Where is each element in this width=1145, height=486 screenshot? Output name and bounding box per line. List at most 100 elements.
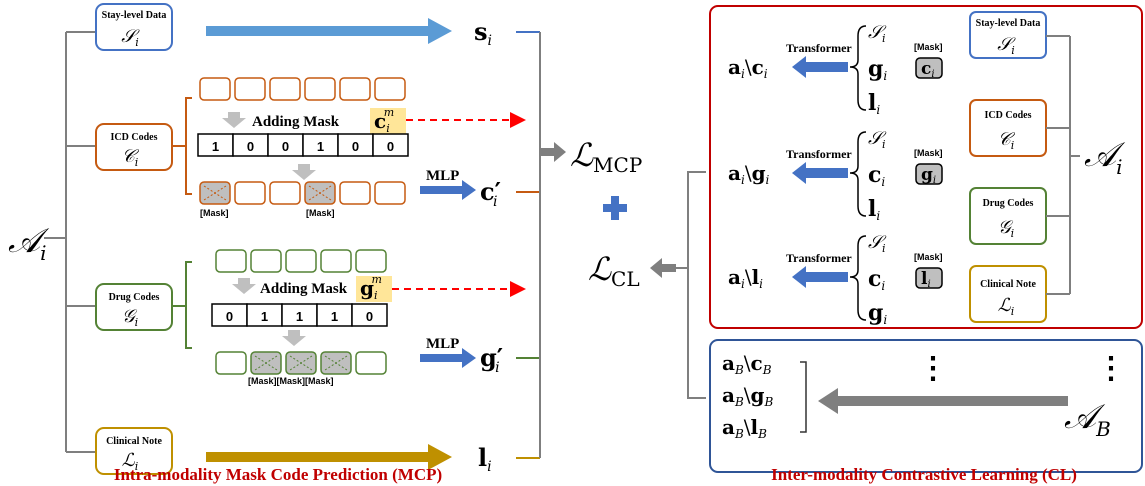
svg-text:ℒi: ℒi [122,450,139,473]
svg-text:Drug Codes: Drug Codes [983,198,1034,209]
icd-mask-vector: 1 0 0 1 0 0 [197,133,409,157]
icd-code-box [269,77,301,101]
batch-row-g: aB\gB [722,383,774,409]
transformer-label: Transformer [786,251,852,265]
icd-code-row [199,77,406,101]
drug-mask-value: 0 [226,309,233,324]
output-l-i: li [478,443,492,475]
icd-code-box [374,77,406,101]
right-drug-codes-box: Drug Codes 𝒢i [969,187,1047,245]
note-arrow [206,444,452,470]
drug-mlp-arrow [420,348,476,368]
icd-code-box [199,77,231,101]
drug-mask-value: 1 [261,309,268,324]
drug-code-box [285,249,317,273]
drug-mask-vector: 0 1 1 1 0 [211,303,388,327]
drug-code-box [250,249,282,273]
icd-mask-label-2: [Mask] [306,208,335,218]
icd-mask-var: cim [374,106,394,135]
output-c-prime: c′i [480,177,501,210]
icd-adding-mask: Adding Mask [252,114,340,130]
mcp-collector-bracket [516,31,541,459]
drug-mask-value: 1 [296,309,303,324]
icd-down-arrow-1 [222,112,246,128]
masked-modality-box [915,267,943,289]
batch-row-c: aB\cB [722,351,772,377]
icd-mask-value: 1 [212,139,219,154]
drug-codes-box: Drug Codes 𝒢i [95,283,173,331]
drug-code-row [215,249,387,273]
transformer-arrow-head [792,162,806,184]
output-g-prime: g′i [480,343,503,376]
svg-text:ℒi: ℒi [998,295,1015,318]
drug-bracket [172,261,192,349]
drug-code-box [320,249,352,273]
icd-mlp-label: MLP [426,168,459,184]
batch-row-l: aB\lB [722,415,767,441]
clinical-note-box: Clinical Note ℒi [95,427,173,475]
ellipsis-right: ⋮ [1096,351,1126,386]
output-s-i: si [474,17,492,49]
cl-collector-bracket [676,171,706,399]
drug-code-box [355,249,387,273]
transformer-arrow-head [792,266,806,288]
cl-groups: ai\ciTransformer𝒮igili[Mask]ciai\giTrans… [728,22,943,327]
icd-code-box [374,181,406,205]
transformer-arrow-head [792,56,806,78]
icd-codes-box: ICD Codes 𝒞i [95,123,173,171]
cl-input-3: li [868,196,880,223]
svg-text:ICD Codes: ICD Codes [111,132,158,143]
stay-level-data-box: Stay-level Data 𝒮i [95,3,173,51]
drug-code-box [215,351,247,375]
masked-modality-box [915,163,943,185]
icd-down-arrow-2 [292,164,316,180]
transformer-label: Transformer [786,147,852,161]
input-brace [849,25,867,111]
icd-code-box [234,181,266,205]
cl-input-3: gi [868,300,887,327]
input-brace [849,235,867,321]
masked-modality: gi [921,165,936,186]
icd-mask-label-1: [Mask] [200,208,229,218]
batch-arrow [818,388,1068,414]
drug-down-arrow-1 [232,278,256,294]
transformer-arrow [806,168,848,178]
mask-tag: [Mask] [914,148,943,158]
left-tree-bracket [44,31,96,453]
drug-mask-value: 0 [366,309,373,324]
right-stay-level-data-box: Stay-level Data 𝒮i [969,11,1047,59]
cl-output: ai\ci [728,55,768,81]
mcp-title: Intra-modality Mask Code Prediction (MCP… [114,465,442,484]
transformer-label: Transformer [786,41,852,55]
svg-text:Clinical Note: Clinical Note [106,436,162,447]
plus-sign [603,196,627,220]
root-a-i-left: 𝒜i [8,221,50,265]
icd-code-box [304,77,336,101]
cl-output: ai\li [728,265,763,291]
input-brace [849,131,867,217]
icd-mask-value: 0 [247,139,254,154]
icd-mask-value: 0 [387,139,394,154]
cl-input-3: li [868,90,880,117]
mcp-arrow [540,142,566,162]
transformer-arrow [806,272,848,282]
drug-mask-labels: [Mask][Mask][Mask] [248,376,334,386]
drug-mask-var: gim [360,273,382,302]
icd-mask-value: 0 [352,139,359,154]
icd-mask-value: 0 [282,139,289,154]
icd-code-box [234,77,266,101]
ellipsis-middle: ⋮ [918,351,948,386]
drug-code-box [355,351,387,375]
icd-mlp-arrow [420,180,476,200]
svg-text:Clinical Note: Clinical Note [980,279,1036,290]
drug-mask-cell [351,303,388,327]
svg-text:Stay-level Data: Stay-level Data [102,10,167,21]
cl-output: ai\gi [728,161,770,187]
svg-text:Drug Codes: Drug Codes [109,292,160,303]
icd-bracket [172,97,192,195]
svg-text:𝒢i: 𝒢i [122,306,138,329]
drug-adding-mask: Adding Mask [260,281,348,297]
stay-arrow [206,18,452,44]
